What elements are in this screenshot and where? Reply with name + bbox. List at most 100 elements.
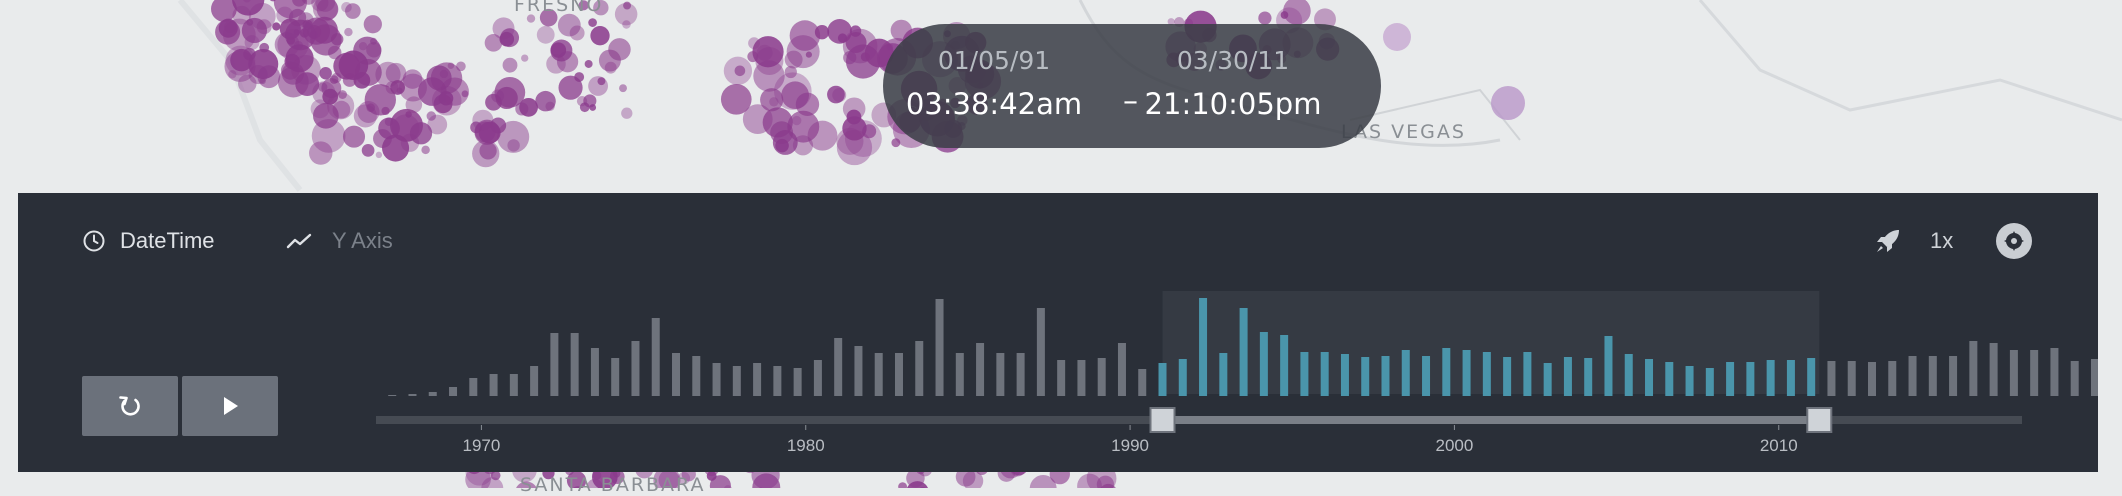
event-point [588, 76, 608, 96]
event-point [230, 49, 252, 71]
event-point [1491, 86, 1525, 120]
event-point [608, 38, 630, 60]
event-point [366, 42, 381, 57]
speed-control[interactable]: 1x [1874, 225, 1953, 257]
event-point [622, 20, 630, 28]
histogram-bar [1463, 350, 1471, 396]
histogram-bar [1361, 357, 1369, 396]
rocket-icon [1874, 227, 1902, 255]
event-point [343, 126, 365, 148]
event-point [343, 73, 357, 87]
x-tick-label: 1970 [462, 436, 500, 455]
play-button[interactable] [182, 376, 278, 436]
event-point [585, 60, 593, 68]
histogram-bar [1686, 366, 1694, 396]
histogram-bar [1280, 335, 1288, 396]
histogram-bar [794, 368, 802, 396]
range-start: 01/05/91 03:38:42am [889, 46, 1099, 121]
event-point [551, 42, 566, 57]
histogram-bar [1604, 336, 1612, 396]
settings-button[interactable] [1996, 223, 2032, 259]
tab-y-axis[interactable]: Y Axis [286, 225, 393, 257]
event-point [619, 84, 627, 92]
tab-datetime-label: DateTime [120, 228, 215, 254]
event-point [479, 142, 496, 159]
timeline-selected-track[interactable] [1163, 416, 1820, 424]
histogram-bar [854, 346, 862, 396]
histogram-bar [429, 392, 437, 396]
histogram-bar [1199, 298, 1207, 396]
event-point [330, 75, 339, 84]
range-handle-start[interactable] [1151, 408, 1175, 432]
histogram-bar [611, 358, 619, 396]
event-point [621, 108, 632, 119]
histogram-bar [1503, 357, 1511, 396]
histogram-bar [1564, 357, 1572, 396]
event-point [545, 102, 554, 111]
histogram-bar [1219, 353, 1227, 396]
event-point [331, 33, 343, 45]
event-point [381, 107, 389, 115]
x-tick-label: 1980 [787, 436, 825, 455]
event-point [319, 67, 331, 79]
trend-line-icon [286, 232, 312, 250]
gear-icon [1996, 223, 2032, 259]
histogram-bar [1321, 352, 1329, 396]
city-label-santa-barbara: SANTA BARBARA [520, 474, 706, 496]
histogram-bar [1787, 360, 1795, 396]
event-point [277, 29, 308, 60]
event-point [431, 62, 462, 93]
event-point [496, 87, 518, 109]
histogram-bar [1767, 360, 1775, 396]
event-point [537, 26, 555, 44]
x-tick-label: 1990 [1111, 436, 1149, 455]
histogram-bar [936, 299, 944, 396]
play-icon [182, 376, 278, 436]
reset-button[interactable] [82, 376, 178, 436]
event-point [376, 152, 382, 158]
histogram-bar [652, 318, 660, 396]
histogram-bar [692, 356, 700, 396]
event-point [364, 15, 382, 33]
event-point [752, 36, 783, 67]
histogram-bar [915, 341, 923, 396]
event-point [219, 19, 238, 38]
event-point [735, 65, 746, 76]
event-point [559, 76, 583, 100]
histogram-bar [773, 366, 781, 396]
event-point [590, 26, 609, 45]
histogram-bar [1990, 343, 1998, 396]
reset-icon [82, 376, 178, 436]
histogram-bar [2050, 348, 2058, 396]
tab-y-axis-label: Y Axis [332, 228, 393, 254]
event-point [312, 119, 346, 153]
x-tick-label: 2000 [1435, 436, 1473, 455]
histogram-bar [530, 366, 538, 396]
event-point [406, 96, 423, 113]
histogram-bar [1645, 359, 1653, 396]
histogram-bar [1179, 359, 1187, 396]
histogram-bar [1807, 358, 1815, 396]
event-point [827, 86, 845, 104]
histogram-bar [1523, 352, 1531, 396]
end-date: 03/30/11 [1128, 46, 1338, 75]
histogram-bar [408, 394, 416, 396]
end-time: 21:10:05pm [1128, 87, 1338, 121]
histogram-bar [1381, 356, 1389, 396]
histogram-bar [1260, 332, 1268, 396]
histogram-bar [1625, 354, 1633, 396]
histogram-bar [510, 374, 518, 396]
event-point [500, 28, 519, 47]
event-point [1383, 23, 1411, 51]
event-point [362, 144, 375, 157]
start-date: 01/05/91 [889, 46, 1099, 75]
histogram-bar [956, 353, 964, 396]
event-point [707, 471, 717, 481]
tab-datetime[interactable]: DateTime [82, 225, 215, 257]
range-handle-end[interactable] [1807, 408, 1831, 432]
event-point [519, 98, 538, 117]
event-point [375, 62, 400, 87]
event-point [491, 471, 501, 481]
histogram-bar [1746, 362, 1754, 396]
